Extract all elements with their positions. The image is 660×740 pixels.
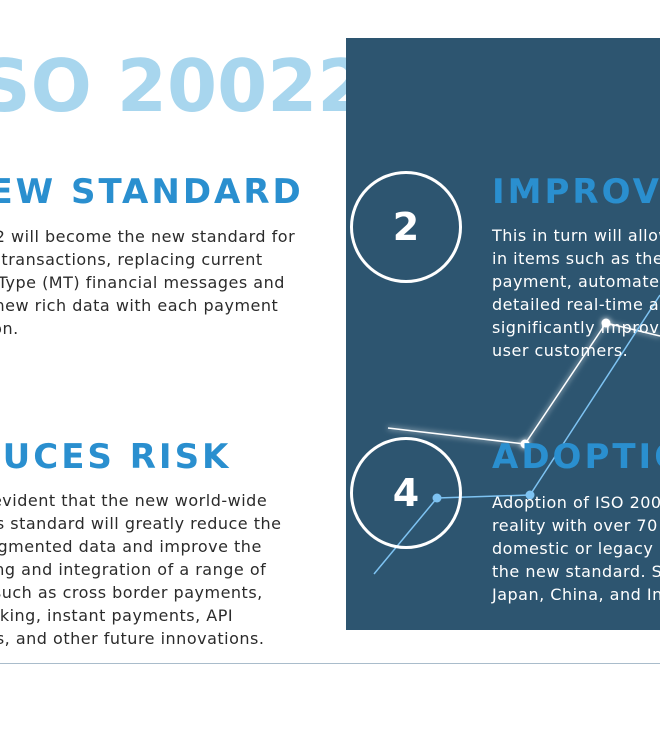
standard-line: ment transactions, replacing current (0, 250, 263, 269)
standard-line: ding new rich data with each payment (0, 296, 279, 315)
adoption-line: Adoption of ISO 200 (492, 493, 660, 512)
page-title: ISO 20022 (0, 44, 368, 128)
improve-line: user customers. (492, 341, 629, 360)
improve-line: in items such as the (492, 249, 660, 268)
improve-line: significantly improve (492, 318, 660, 337)
white-node (520, 439, 530, 449)
adoption-line: the new standard. S (492, 562, 660, 581)
standard-text: 20022 will become the new standard for m… (0, 225, 295, 340)
risk-line: ments standard will greatly reduce the (0, 514, 282, 533)
blue-line (529, 294, 660, 496)
risk-line: of fragmented data and improve the (0, 537, 262, 556)
risk-line: also evident that the new world-wide (0, 491, 268, 510)
adoption-heading: ADOPTIO (492, 437, 660, 477)
standard-heading: NEW STANDARD (0, 172, 304, 212)
white-line (605, 322, 660, 337)
standard-line: 20022 will become the new standard for (0, 227, 296, 246)
adoption-line: reality with over 70 (492, 516, 658, 535)
step-4-circle: 4 (350, 437, 462, 549)
risk-line: n banking, instant payments, API (0, 606, 234, 625)
improve-line: detailed real-time an (492, 295, 660, 314)
improve-line: This in turn will allow (492, 226, 660, 245)
standard-line: sage Type (MT) financial messages and (0, 273, 285, 292)
white-node (601, 318, 611, 328)
risk-line: ems such as cross border payments, (0, 583, 263, 602)
white-line (524, 322, 607, 445)
adoption-text: Adoption of ISO 200 reality with over 70… (492, 491, 660, 606)
improve-text: This in turn will allow in items such as… (492, 224, 660, 362)
risk-line: ments, and other future innovations. (0, 629, 265, 648)
improve-line: payment, automated (492, 272, 660, 291)
step-2-circle: 2 (350, 171, 462, 283)
risk-text: also evident that the new world-wide men… (0, 489, 281, 650)
white-lines (387, 318, 660, 449)
standard-line: saction. (0, 319, 19, 338)
improve-heading: IMPROVE (492, 172, 660, 212)
risk-line: cessing and integration of a range of (0, 560, 267, 579)
blue-node (525, 490, 535, 500)
adoption-line: Japan, China, and In (492, 585, 660, 604)
adoption-line: domestic or legacy r (492, 539, 660, 558)
white-line (387, 427, 526, 445)
footer-rule (0, 663, 660, 664)
risk-heading: REDUCES RISK (0, 437, 232, 477)
